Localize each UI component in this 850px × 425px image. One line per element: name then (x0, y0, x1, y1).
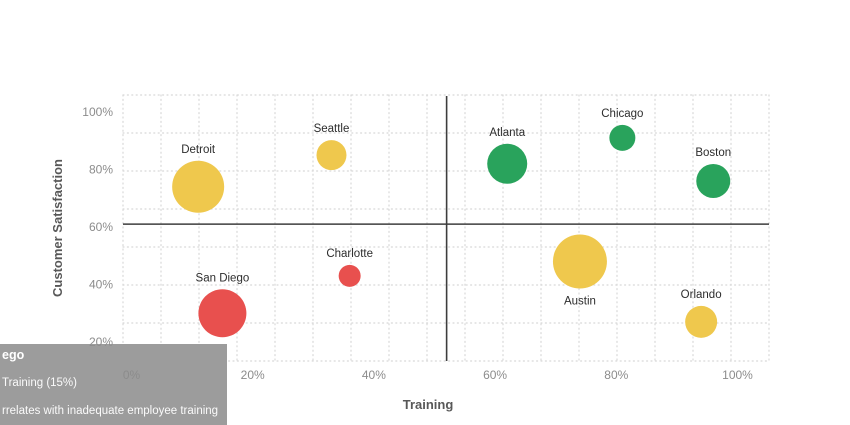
bubble-label-san-diego: San Diego (196, 272, 250, 284)
tooltip: ego Training (15%) rrelates with inadequ… (0, 344, 227, 425)
x-tick-label: 100% (722, 368, 753, 382)
bubble-label-atlanta: Atlanta (489, 127, 525, 139)
bubble-label-austin: Austin (564, 296, 596, 308)
bubble-label-charlotte: Charlotte (326, 248, 373, 260)
bubble-austin[interactable] (552, 234, 607, 289)
bubble-label-seattle: Seattle (314, 123, 350, 135)
x-axis-title: Training (403, 397, 454, 412)
y-axis-tick-labels: 100% 80% 60% 40% 20% (82, 105, 113, 349)
y-tick-label: 20% (89, 335, 113, 349)
y-tick-label: 40% (89, 278, 113, 292)
y-tick-label: 60% (89, 220, 113, 234)
bubble-boston[interactable] (696, 164, 731, 198)
x-tick-label: 20% (241, 368, 265, 382)
grid-lines (122, 94, 770, 362)
tooltip-title: ego (2, 348, 25, 362)
x-tick-label: 0% (123, 368, 141, 382)
bubble-detroit[interactable] (172, 160, 225, 213)
bubble-label-orlando: Orlando (681, 289, 722, 301)
bubble-label-chicago: Chicago (601, 108, 643, 120)
x-axis-tick-labels: 0% 20% 40% 60% 80% 100% (123, 368, 753, 382)
y-tick-label: 80% (89, 163, 113, 177)
bubble-label-boston: Boston (695, 147, 731, 159)
x-tick-label: 80% (604, 368, 628, 382)
bubble-atlanta[interactable] (487, 143, 528, 184)
tooltip-box (0, 344, 227, 425)
bubble-san-diego[interactable] (198, 289, 247, 338)
bubble-label-detroit: Detroit (181, 144, 216, 156)
tooltip-metric: Training (15%) (2, 377, 77, 389)
x-tick-label: 60% (483, 368, 507, 382)
x-tick-label: 40% (362, 368, 386, 382)
bubble-charlotte[interactable] (338, 264, 361, 287)
y-tick-label: 100% (82, 105, 113, 119)
bubble-orlando[interactable] (685, 305, 718, 338)
y-axis-title: Customer Satisfaction (50, 159, 65, 297)
bubble-seattle[interactable] (316, 140, 347, 171)
bubbles-layer: Detroit Seattle Atlanta Chicago Boston Charlo… (172, 108, 731, 338)
tooltip-description: rrelates with inadequate employee traini… (2, 405, 218, 417)
bubble-chicago[interactable] (609, 124, 636, 151)
